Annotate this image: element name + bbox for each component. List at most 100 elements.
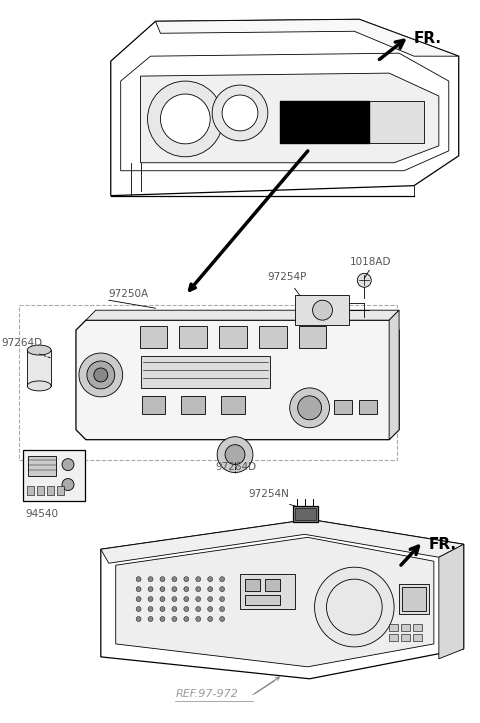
Circle shape [148,607,153,612]
Circle shape [217,437,253,473]
Circle shape [220,577,225,581]
Bar [265,579,280,591]
Bar [259,326,287,348]
Circle shape [220,607,225,612]
Circle shape [196,607,201,612]
Text: 97254N: 97254N [248,489,289,500]
Polygon shape [86,310,399,320]
Text: 97264D: 97264D [215,461,256,471]
Bar [369,101,424,143]
Bar [245,579,260,591]
Circle shape [160,596,165,602]
Bar [221,396,245,414]
Circle shape [160,607,165,612]
Circle shape [94,368,108,382]
Circle shape [160,577,165,581]
Polygon shape [389,310,399,440]
Bar [299,326,326,348]
Circle shape [184,617,189,622]
Bar [27,350,51,386]
Circle shape [87,361,115,389]
Bar [293,506,318,523]
Bar [413,634,422,641]
Ellipse shape [27,381,51,391]
Circle shape [298,396,322,420]
Bar [245,595,280,605]
Circle shape [196,586,201,591]
Circle shape [172,577,177,581]
Text: 97250A: 97250A [109,289,149,299]
Circle shape [136,596,141,602]
Circle shape [225,445,245,465]
Circle shape [79,353,123,397]
Bar [180,326,207,348]
Circle shape [208,617,213,622]
Circle shape [62,479,74,490]
Circle shape [220,617,225,622]
Circle shape [208,577,213,581]
Bar [360,400,377,414]
Circle shape [136,617,141,622]
Circle shape [184,577,189,581]
Circle shape [196,617,201,622]
Bar [181,396,205,414]
Polygon shape [111,20,459,196]
Circle shape [62,458,74,471]
Circle shape [172,617,177,622]
Polygon shape [439,544,464,659]
Circle shape [184,596,189,602]
Bar [27,486,34,495]
Circle shape [222,95,258,131]
Circle shape [148,577,153,581]
Circle shape [160,586,165,591]
Circle shape [208,586,213,591]
Bar [389,624,398,631]
Bar [401,634,410,641]
Circle shape [160,617,165,622]
Circle shape [172,596,177,602]
Circle shape [196,577,201,581]
Text: 94540: 94540 [25,510,58,519]
Circle shape [136,586,141,591]
Polygon shape [116,537,434,667]
Bar [399,584,429,614]
Bar [335,400,352,414]
Polygon shape [76,320,399,440]
Circle shape [184,586,189,591]
Circle shape [136,607,141,612]
Text: FR.: FR. [429,537,457,552]
Circle shape [196,596,201,602]
Circle shape [290,388,329,428]
Bar [141,356,270,388]
Circle shape [136,577,141,581]
Circle shape [357,273,371,287]
Bar [57,486,64,495]
Circle shape [172,607,177,612]
Bar [37,486,44,495]
Bar [219,326,247,348]
Bar [19,305,397,460]
Circle shape [148,586,153,591]
Bar [413,624,422,631]
Text: FR.: FR. [414,31,442,46]
Circle shape [220,596,225,602]
Bar [402,587,426,611]
Circle shape [208,596,213,602]
Circle shape [148,596,153,602]
Bar [280,101,369,143]
Circle shape [148,617,153,622]
Circle shape [147,81,223,157]
Circle shape [212,85,268,141]
Bar [240,574,295,609]
Bar [295,508,315,521]
Circle shape [314,568,394,647]
Polygon shape [101,519,464,563]
Circle shape [172,586,177,591]
Text: REF.97-972: REF.97-972 [175,689,238,698]
Polygon shape [120,54,449,171]
Polygon shape [101,519,464,679]
Text: 97264D: 97264D [1,338,43,348]
Circle shape [184,607,189,612]
Circle shape [160,94,210,144]
Bar [28,455,56,476]
